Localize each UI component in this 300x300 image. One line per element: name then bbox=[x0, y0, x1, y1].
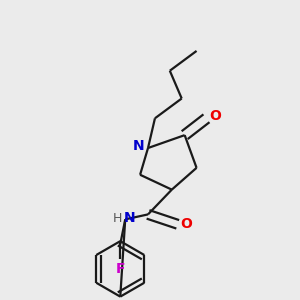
Text: O: O bbox=[181, 217, 193, 231]
Text: H: H bbox=[112, 212, 122, 225]
Text: O: O bbox=[209, 109, 221, 123]
Text: N: N bbox=[132, 139, 144, 153]
Text: N: N bbox=[123, 212, 135, 225]
Text: F: F bbox=[116, 262, 125, 276]
